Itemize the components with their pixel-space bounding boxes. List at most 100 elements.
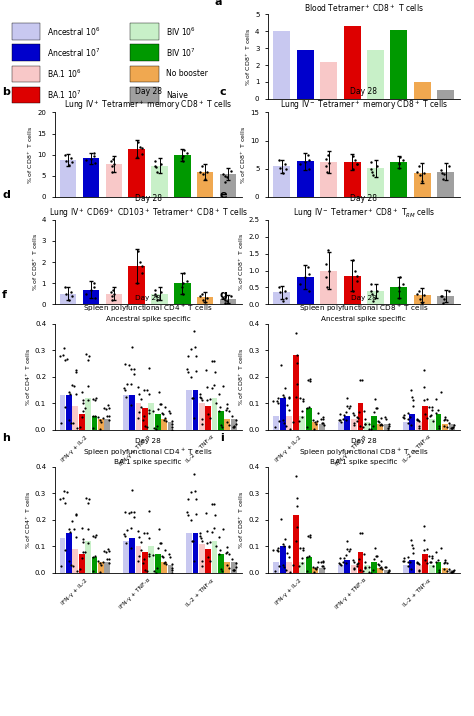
Point	[226, 405, 233, 417]
Point	[313, 561, 321, 573]
Point	[443, 415, 451, 426]
Point	[121, 506, 129, 518]
Point	[353, 270, 361, 281]
Point	[79, 386, 86, 397]
Point	[282, 533, 289, 544]
Point	[353, 415, 361, 426]
Bar	[357, 403, 364, 430]
Point	[415, 415, 423, 427]
Text: No booster: No booster	[166, 69, 208, 78]
Point	[104, 543, 112, 554]
Point	[361, 419, 369, 430]
Point	[105, 546, 112, 557]
Point	[405, 417, 412, 429]
Point	[282, 383, 289, 395]
Y-axis label: % of CD8$^+$ T cells: % of CD8$^+$ T cells	[239, 125, 248, 184]
Point	[151, 288, 159, 299]
Point	[346, 400, 354, 412]
Point	[428, 556, 435, 567]
Point	[192, 493, 200, 505]
Point	[187, 486, 194, 498]
Bar	[351, 565, 357, 573]
Point	[322, 153, 330, 165]
Point	[319, 556, 327, 568]
Point	[365, 418, 373, 430]
Point	[448, 422, 456, 434]
Point	[343, 400, 350, 412]
Point	[415, 566, 423, 577]
Point	[396, 152, 404, 163]
Point	[91, 150, 98, 161]
Point	[159, 551, 166, 562]
Point	[165, 405, 173, 417]
Bar	[66, 395, 72, 430]
Point	[293, 500, 301, 512]
Point	[121, 530, 129, 541]
Title: Day 28
Lung IV$^-$ Tetramer$^+$ memory CD8$^+$ T cells: Day 28 Lung IV$^-$ Tetramer$^+$ memory C…	[280, 87, 448, 112]
Text: f: f	[2, 290, 7, 300]
Point	[223, 398, 231, 410]
Point	[436, 422, 443, 433]
Point	[228, 410, 236, 422]
Point	[108, 294, 116, 306]
Point	[299, 543, 307, 554]
Point	[433, 393, 440, 405]
Point	[295, 560, 303, 571]
Point	[67, 559, 74, 571]
Point	[192, 350, 200, 362]
Point	[212, 397, 219, 409]
Point	[232, 418, 239, 430]
Bar	[79, 414, 84, 430]
Point	[66, 160, 73, 171]
Text: BA.1 10$^7$: BA.1 10$^7$	[47, 89, 82, 102]
Point	[105, 553, 112, 565]
Point	[420, 168, 428, 179]
Point	[161, 556, 169, 567]
Bar	[104, 562, 110, 573]
Bar	[436, 562, 441, 573]
Point	[134, 246, 142, 257]
Bar	[218, 554, 224, 573]
Bar	[106, 294, 122, 304]
Point	[277, 359, 285, 370]
Text: b: b	[2, 87, 10, 97]
Point	[450, 565, 457, 576]
Point	[134, 382, 142, 393]
Point	[339, 556, 346, 568]
Point	[401, 410, 408, 421]
Point	[124, 525, 131, 536]
Point	[369, 295, 376, 306]
Point	[309, 561, 317, 572]
Point	[415, 160, 423, 172]
Point	[59, 493, 67, 504]
Point	[307, 373, 314, 384]
Point	[446, 160, 453, 172]
Text: BIV 10$^6$: BIV 10$^6$	[166, 25, 196, 37]
Point	[223, 541, 231, 553]
Point	[382, 413, 390, 425]
Point	[135, 412, 142, 424]
Point	[395, 158, 402, 170]
Point	[197, 290, 204, 301]
Point	[65, 386, 73, 397]
Point	[318, 417, 325, 429]
Point	[165, 548, 173, 560]
Point	[281, 285, 289, 296]
Point	[206, 555, 213, 566]
Point	[416, 170, 423, 181]
Bar	[367, 168, 384, 197]
Point	[378, 420, 386, 431]
Point	[443, 422, 451, 433]
Text: i: i	[220, 433, 224, 443]
Point	[221, 170, 228, 182]
Point	[63, 155, 70, 167]
Point	[404, 407, 411, 419]
Point	[89, 422, 96, 433]
Point	[217, 563, 225, 574]
Point	[299, 395, 306, 407]
Point	[413, 413, 421, 425]
Point	[168, 421, 175, 432]
Bar	[106, 164, 122, 197]
Point	[283, 400, 291, 411]
Point	[358, 528, 366, 539]
